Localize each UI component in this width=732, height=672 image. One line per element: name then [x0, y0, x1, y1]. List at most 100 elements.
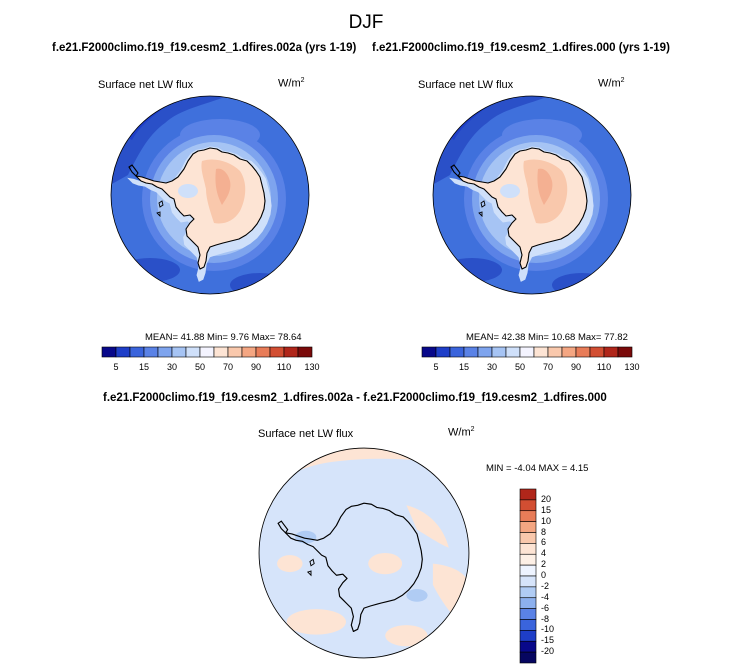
colorbar-swatch	[463, 346, 479, 358]
colorbar-tick-label: 6	[541, 537, 547, 548]
colorbar-swatch	[505, 346, 521, 358]
colorbar-swatch	[115, 346, 131, 358]
panel1-stats: MEAN= 41.88 Min= 9.76 Max= 78.64	[145, 332, 302, 343]
highest-flux-region	[215, 168, 231, 205]
colorbar-tick-label: -8	[541, 613, 550, 624]
panel2-stats: MEAN= 42.38 Min= 10.68 Max= 77.82	[466, 332, 628, 343]
diff-case-title: f.e21.F2000climo.f19_f19.cesm2_1.dfires.…	[103, 392, 607, 404]
colorbar-swatch	[255, 346, 271, 358]
colorbar-swatch	[269, 346, 285, 358]
colorbar-tick-label: 4	[541, 548, 547, 559]
colorbar-swatch	[241, 346, 257, 358]
peninsula-coastline	[128, 164, 139, 177]
colorbar-tick-label: 15	[138, 362, 149, 372]
panel2-colorbar	[421, 346, 633, 358]
colorbar-swatch	[213, 346, 229, 358]
colorbar-swatch	[519, 630, 537, 642]
positive-diff-region	[406, 505, 449, 548]
season-title: DJF	[348, 12, 384, 33]
colorbar-swatch	[519, 619, 537, 631]
diff-units: W/m2	[448, 426, 475, 439]
colorbar-swatch	[185, 346, 201, 358]
colorbar-swatch	[297, 346, 313, 358]
colorbar-swatch	[519, 640, 537, 653]
diff-colorbar	[519, 488, 537, 664]
antarctica-coastline	[284, 502, 423, 633]
dark-flux-region	[442, 258, 502, 282]
colorbar-tick-label: 5	[433, 362, 439, 372]
colorbar-tick-label: 70	[542, 362, 553, 372]
colorbar-swatch	[143, 346, 159, 358]
colorbar-tick-label: 20	[541, 493, 552, 504]
colorbar-tick-label: -2	[541, 580, 550, 591]
colorbar-tick-label: 10	[541, 515, 552, 526]
dark-flux-region	[552, 273, 612, 294]
panel2-case-title: f.e21.F2000climo.f19_f19.cesm2_1.dfires.…	[372, 42, 670, 54]
colorbar-swatch	[519, 608, 537, 620]
colorbar-swatch	[519, 553, 537, 566]
colorbar-swatch	[519, 346, 535, 358]
colorbar-tick-label: 90	[250, 362, 261, 372]
colorbar-swatch	[533, 346, 549, 358]
colorbar-swatch	[603, 346, 619, 358]
colorbar-swatch	[171, 346, 187, 358]
negative-diff-region	[295, 530, 317, 544]
positive-diff-region	[368, 553, 403, 575]
dark-flux-region	[230, 273, 290, 294]
colorbar-swatch	[435, 346, 451, 358]
map-border	[110, 95, 310, 295]
panel1-case-title: f.e21.F2000climo.f19_f19.cesm2_1.dfires.…	[52, 42, 357, 54]
dark-flux-region	[120, 258, 180, 282]
panel2-field-label: Surface net LW flux	[418, 79, 514, 91]
peninsula-coastline	[450, 164, 461, 177]
colorbar-swatch	[227, 346, 243, 358]
colorbar-tick-label: 50	[194, 362, 205, 372]
panel2-units: W/m2	[598, 77, 625, 90]
colorbar-swatch	[575, 346, 591, 358]
colorbar-tick-label: 70	[222, 362, 233, 372]
peninsula-coastline	[277, 520, 289, 534]
diff-stats: MIN = -4.04 MAX = 4.15	[486, 463, 589, 474]
island-coastline	[309, 558, 315, 567]
ice-shelf-flux	[500, 184, 520, 198]
colorbar-swatch	[477, 346, 493, 358]
colorbar-tick-label: 15	[458, 362, 469, 372]
colorbar-tick-label: -10	[541, 624, 555, 635]
colorbar-swatch	[199, 346, 215, 358]
highest-flux-region	[537, 168, 553, 205]
colorbar-swatch	[519, 521, 537, 533]
colorbar-swatch	[519, 499, 537, 512]
colorbar-swatch	[589, 346, 605, 358]
colorbar-tick-label: 130	[304, 362, 320, 372]
colorbar-swatch	[519, 586, 537, 599]
island-coastline	[480, 200, 486, 208]
island-coastline	[158, 200, 164, 208]
colorbar-swatch	[519, 651, 537, 664]
colorbar-swatch	[519, 564, 537, 577]
map-border	[432, 95, 632, 295]
positive-diff-region	[385, 625, 428, 647]
map-border	[258, 447, 470, 659]
colorbar-swatch	[617, 346, 633, 358]
colorbar-tick-label: 8	[541, 526, 547, 537]
negative-diff-region	[406, 589, 428, 602]
island-coastline	[156, 211, 161, 218]
colorbar-tick-label: 30	[486, 362, 497, 372]
colorbar-tick-label: 2	[541, 559, 547, 570]
colorbar-tick-label: 110	[596, 362, 612, 372]
panel1-colorbar	[101, 346, 313, 358]
colorbar-swatch	[449, 346, 465, 358]
colorbar-tick-label: -6	[541, 602, 550, 613]
colorbar-swatch	[561, 346, 577, 358]
diff-field-label: Surface net LW flux	[258, 428, 354, 440]
positive-diff-region	[286, 609, 346, 635]
panel2-polar-map	[432, 95, 632, 295]
colorbar-swatch	[101, 346, 117, 358]
colorbar-swatch	[129, 346, 145, 358]
colorbar-tick-label: -15	[541, 635, 555, 646]
colorbar-tick-label: 0	[541, 570, 547, 580]
antarctica-coastline	[457, 147, 588, 270]
ice-shelf-flux	[178, 184, 198, 198]
colorbar-tick-label: 15	[541, 504, 552, 515]
colorbar-tick-label: -20	[541, 646, 555, 657]
